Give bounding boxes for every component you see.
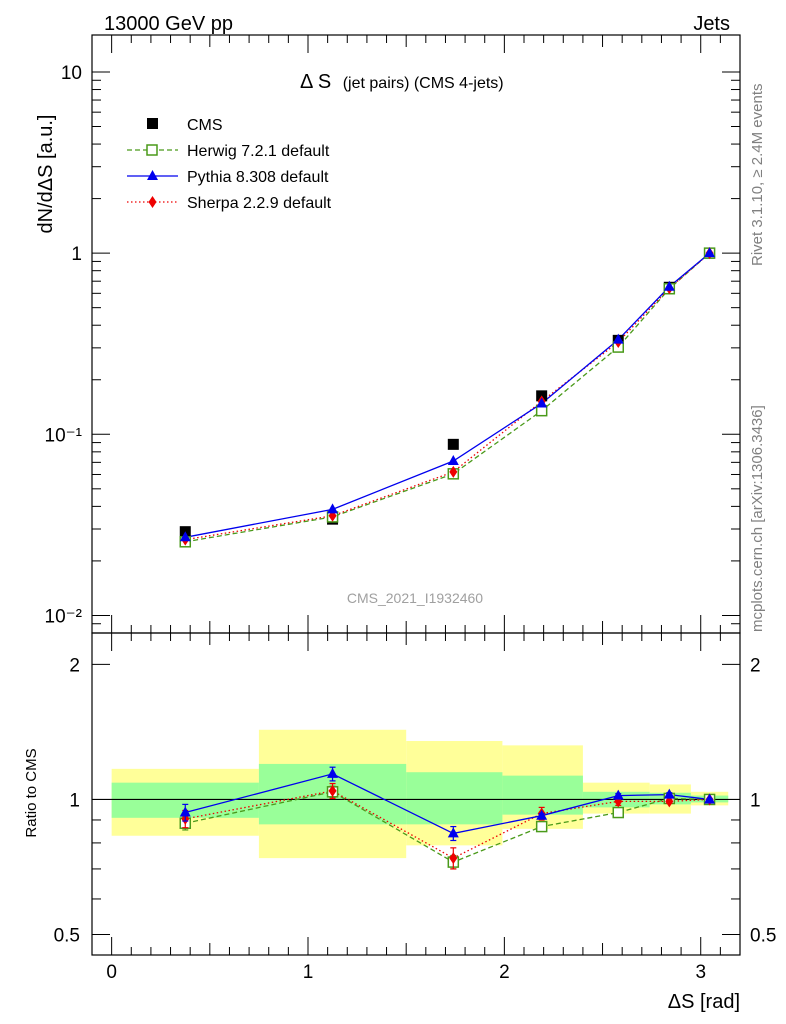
ratio-point-herwig [535, 820, 548, 833]
legend-marker-cms [147, 118, 158, 129]
ratio-y-axis-title: Ratio to CMS [23, 748, 40, 837]
x-tick-label: 3 [695, 962, 706, 983]
chart-subtitle: (jet pairs) (CMS 4-jets) [343, 75, 504, 92]
rivet-version-label: Rivet 3.1.10, ≥ 2.4M events [749, 84, 766, 267]
main-y-axis-title: dN/dΔS [a.u.] [35, 115, 57, 234]
ratio-point-pythia [327, 767, 339, 778]
legend-label-cms: CMS [187, 117, 223, 134]
x-tick-label: 1 [303, 962, 314, 983]
ratio-y-tick-label-left: 2 [69, 655, 80, 676]
ratio-stat-band-bin [406, 772, 503, 825]
mcplots-reference-label: mcplots.cern.ch [arXiv:1306.3436] [749, 405, 766, 632]
ratio-y-tick-label-right: 2 [750, 655, 761, 676]
ratio-point-pythia [663, 788, 675, 799]
main-line-pythia [185, 252, 710, 538]
ratio-point-pythia [447, 827, 459, 838]
x-tick-label: 2 [499, 962, 510, 983]
ratio-point-sherpa [449, 852, 458, 865]
main-line-sherpa [185, 252, 710, 541]
legend-marker-sherpa [148, 196, 157, 208]
ratio-point-pythia [179, 806, 191, 817]
main-y-tick-label: 1 [71, 244, 82, 265]
main-point-pythia [327, 503, 339, 514]
main-point-sherpa [449, 465, 458, 478]
ratio-point-pythia [704, 793, 716, 804]
legend-label-herwig: Herwig 7.2.1 default [187, 143, 330, 160]
analysis-id-label: CMS_2021_I1932460 [347, 590, 483, 606]
ratio-plot-frame [91, 632, 741, 956]
main-line-herwig [185, 252, 710, 543]
ratio-uncertainty-bands [111, 729, 729, 859]
legend-entry-pythia: Pythia 8.308 default [127, 169, 329, 186]
main-point-pythia [704, 247, 716, 258]
ratio-point-pythia [536, 809, 548, 820]
main-point-pythia [179, 531, 191, 542]
ratio-y-tick-label-left: 0.5 [54, 925, 80, 946]
chart-title-main: Δ S [300, 71, 331, 93]
legend-label-pythia: Pythia 8.308 default [187, 169, 329, 186]
main-point-pythia [447, 455, 459, 466]
ratio-y-tick-label-right: 1 [750, 790, 761, 811]
ratio-y-tick-label-right: 0.5 [750, 925, 776, 946]
main-point-pythia [536, 397, 548, 408]
cms-data-point [447, 438, 459, 450]
main-y-tick-label: 10⁻² [45, 606, 83, 627]
legend-label-sherpa: Sherpa 2.2.9 default [187, 195, 332, 212]
ratio-y-tick-label-left: 1 [69, 790, 80, 811]
legend-marker-herwig [146, 144, 158, 156]
axis-ticks [91, 35, 741, 955]
x-axis-title: ΔS [rad] [668, 991, 740, 1013]
main-point-pythia [663, 280, 675, 291]
axis-tick-labels: 10 1 10⁻¹ 10⁻² 2 2 1 1 0.5 0.5 0 1 2 3 [45, 63, 777, 983]
chart-title: Δ S (jet pairs) (CMS 4-jets) [300, 71, 504, 93]
main-series-layer [179, 247, 716, 548]
legend-entry-sherpa: Sherpa 2.2.9 default [127, 195, 332, 212]
process-label: Jets [693, 13, 730, 35]
ratio-series-layer [179, 766, 716, 870]
legend-entry-cms: CMS [147, 117, 223, 134]
legend-entry-herwig: Herwig 7.2.1 default [127, 143, 330, 160]
ratio-point-pythia [612, 789, 624, 800]
main-y-tick-label: 10⁻¹ [45, 425, 83, 446]
legend: CMS Herwig 7.2.1 default Pythia 8.308 de… [127, 117, 332, 212]
ratio-point-herwig [612, 806, 625, 819]
ratio-point-sherpa [328, 784, 337, 797]
main-y-tick-label: 10 [61, 63, 82, 84]
main-point-pythia [612, 333, 624, 344]
energy-label: 13000 GeV pp [104, 13, 233, 35]
legend-marker-pythia [147, 170, 158, 180]
x-tick-label: 0 [106, 962, 117, 983]
